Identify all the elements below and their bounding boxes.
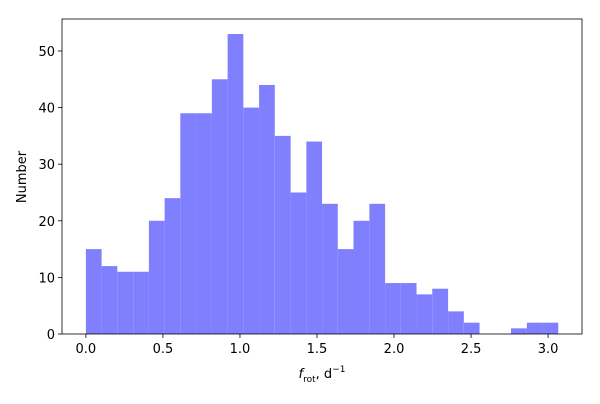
bar [274, 135, 291, 334]
x-tick-label: 1.0 [230, 342, 251, 357]
bar [322, 203, 338, 334]
bar [463, 322, 480, 334]
x-tick-label: 3.0 [538, 342, 559, 357]
y-tick-label: 10 [38, 271, 55, 286]
bar [510, 328, 527, 334]
bar [148, 220, 165, 334]
bar [353, 220, 370, 334]
x-tick-label: 1.5 [307, 342, 328, 357]
y-axis-label: Number [15, 150, 30, 203]
x-axis-label: frot, d−1 [299, 365, 346, 385]
bar [526, 322, 543, 334]
bar [369, 203, 386, 334]
bar [164, 198, 181, 334]
bar [196, 113, 212, 334]
x-tick-label: 0.5 [153, 342, 174, 357]
bar [211, 79, 228, 334]
bar [290, 192, 307, 334]
plot-frame [61, 18, 583, 335]
bar [306, 141, 323, 334]
x-label-text: , d [316, 367, 333, 382]
bar [259, 84, 275, 335]
y-tick-label: 20 [38, 215, 55, 230]
bar [243, 107, 260, 335]
bar [117, 271, 134, 334]
x-tick-label: 2.5 [461, 342, 482, 357]
bar [400, 283, 417, 334]
bar [542, 322, 559, 334]
bar [432, 288, 449, 334]
bar [337, 249, 354, 334]
bar [416, 294, 433, 334]
x-label-superscript: −1 [332, 365, 345, 375]
bar [133, 271, 149, 334]
x-label-symbol: f [299, 367, 306, 382]
bar [85, 249, 102, 334]
y-tick-label: 30 [38, 158, 55, 173]
bar [448, 311, 464, 334]
bar [227, 34, 244, 334]
y-tick-label: 0 [47, 328, 55, 343]
x-label-subscript: rot [303, 375, 316, 385]
bar [101, 266, 118, 334]
y-tick-label: 50 [38, 45, 55, 60]
bar [385, 283, 401, 334]
bar [180, 113, 197, 334]
x-tick-label: 2.0 [384, 342, 405, 357]
x-tick-label: 0.0 [76, 342, 97, 357]
y-tick-label: 40 [38, 102, 55, 117]
